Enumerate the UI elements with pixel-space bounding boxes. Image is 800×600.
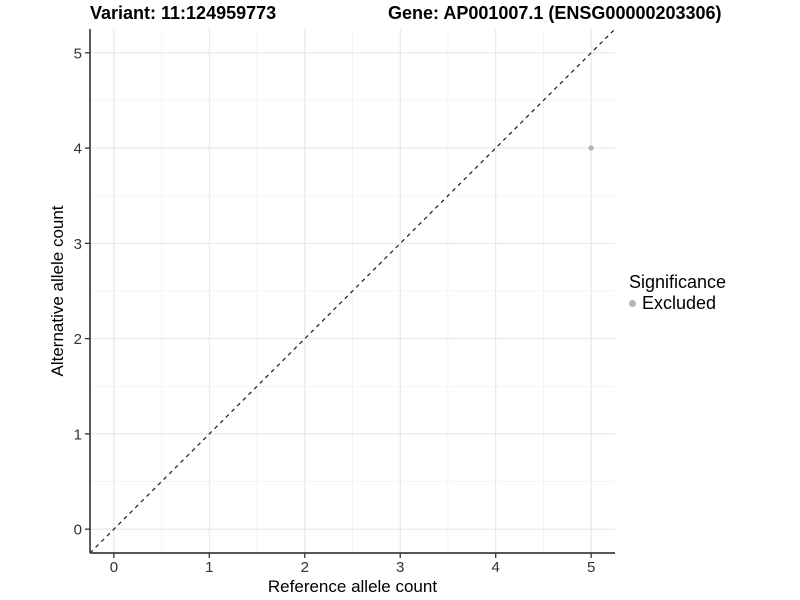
y-tick-label: 0 [74,522,82,539]
identity-dashed-line [89,28,616,554]
y-tick-label: 5 [74,45,82,62]
gene-title: Gene: AP001007.1 (ENSG00000203306) [388,3,722,23]
y-axis-title: Alternative allele count [48,205,67,376]
x-tick-label: 4 [492,559,500,576]
variant-title: Variant: 11:124959773 [90,3,277,23]
x-tick-label: 0 [110,559,118,576]
legend: Significance Excluded [629,271,726,314]
x-axis-title: Reference allele count [268,577,437,596]
legend-title: Significance [629,272,727,292]
y-tick-label: 4 [74,141,82,158]
data-point [588,145,594,151]
legend-item-label: Excluded [642,293,717,313]
y-tick-label: 1 [74,426,82,443]
excluded-point-icon [629,300,636,307]
legend-item-excluded: Excluded [629,293,726,314]
x-tick-label: 1 [205,559,213,576]
y-tick-label: 2 [74,331,82,348]
x-tick-label: 2 [301,559,309,576]
x-tick-label: 3 [396,559,404,576]
x-tick-label: 5 [587,559,595,576]
y-tick-label: 3 [74,236,82,253]
